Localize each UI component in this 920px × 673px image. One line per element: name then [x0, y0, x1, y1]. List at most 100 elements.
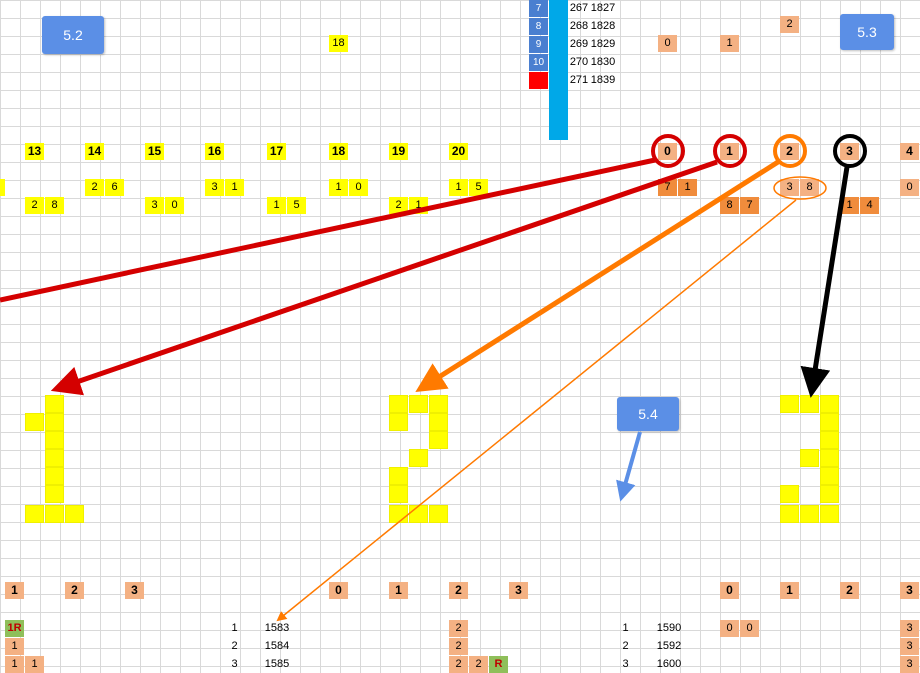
row-number: 1 [5, 582, 24, 599]
table-cell: 0 [720, 620, 739, 637]
header-number: 17 [267, 143, 286, 160]
circle-2 [773, 134, 807, 168]
row-number: 3 [509, 582, 528, 599]
table-cell: 269 [569, 38, 589, 50]
orange-arrow-to-2 [415, 159, 780, 393]
cyan-column-bar [549, 0, 568, 140]
pair-cell: 5 [469, 179, 488, 196]
row-number: 2 [449, 582, 468, 599]
table-cell: 1592 [656, 640, 682, 652]
table-cell: 3 [622, 658, 629, 670]
value-cell: 1 [720, 35, 739, 52]
circled-cell: 1 [720, 143, 739, 160]
circled-cell: 3 [840, 143, 859, 160]
pair-cell: 3 [780, 179, 799, 196]
note-pointer [616, 431, 642, 502]
table-cell: 1590 [656, 622, 682, 634]
pair-cell: 8 [800, 179, 819, 196]
value-cell: 2 [780, 16, 799, 33]
table-cell: 2 [449, 638, 468, 655]
circled-cell: 0 [658, 143, 677, 160]
pair-cell: 0 [349, 179, 368, 196]
row-number: 0 [329, 582, 348, 599]
red-arrow-line [0, 157, 656, 303]
pair-cell: 1 [840, 197, 859, 214]
header-number: 15 [145, 143, 164, 160]
pair-cell: 8 [720, 197, 739, 214]
table-cell: 0 [740, 620, 759, 637]
pair-cell: 2 [25, 197, 44, 214]
pair-cell: 3 [205, 179, 224, 196]
table-cell: 2 [622, 640, 629, 652]
table-cell: 1839 [590, 74, 616, 86]
edge-cell [0, 179, 5, 196]
table-cell: 1830 [590, 56, 616, 68]
blue-index-cell: 7 [529, 0, 548, 17]
pair-cell: 1 [225, 179, 244, 196]
circle-1 [713, 134, 747, 168]
highlight-ellipse [773, 176, 827, 200]
table-cell: 1583 [264, 622, 290, 634]
table-cell: 1828 [590, 20, 616, 32]
table-cell: 3 [900, 620, 919, 637]
tag-cell: 1 [5, 638, 24, 655]
header-number: 14 [85, 143, 104, 160]
pair-cell: 6 [105, 179, 124, 196]
row-number: 2 [840, 582, 859, 599]
pair-cell: 1 [449, 179, 468, 196]
table-cell: 2 [449, 620, 468, 637]
value-cell: 18 [329, 35, 348, 52]
pair-cell: 1 [267, 197, 286, 214]
tag-cell: 1R [5, 620, 24, 637]
value-cell: 4 [900, 143, 919, 160]
table-cell: 267 [569, 2, 589, 14]
table-cell: 3 [900, 638, 919, 655]
black-arrow-to-3 [800, 166, 850, 398]
pair-cell: 5 [287, 197, 306, 214]
red-arrow-to-1 [50, 159, 718, 396]
row-number: 1 [389, 582, 408, 599]
header-number: 19 [389, 143, 408, 160]
table-cell: 1584 [264, 640, 290, 652]
circle-0 [651, 134, 685, 168]
circle-3 [833, 134, 867, 168]
note-5-2[interactable]: 5.2 [42, 16, 104, 54]
note-5-3[interactable]: 5.3 [840, 14, 894, 50]
header-number: 20 [449, 143, 468, 160]
pair-cell: 0 [165, 197, 184, 214]
table-cell: 270 [569, 56, 589, 68]
pair-cell: 8 [45, 197, 64, 214]
blue-index-cell: 10 [529, 54, 548, 71]
value-cell: 0 [658, 35, 677, 52]
pair-cell: 2 [389, 197, 408, 214]
row-number: 2 [65, 582, 84, 599]
header-number: 13 [25, 143, 44, 160]
header-number: 18 [329, 143, 348, 160]
row-number: 3 [900, 582, 919, 599]
thin-orange-arrow [276, 199, 797, 622]
blue-index-cell: 8 [529, 18, 548, 35]
note-5-4[interactable]: 5.4 [617, 397, 679, 431]
table-cell: 268 [569, 20, 589, 32]
pair-cell: 1 [678, 179, 697, 196]
table-cell: 3 [231, 658, 238, 670]
pair-cell: 1 [329, 179, 348, 196]
pair-cell: 7 [740, 197, 759, 214]
pair-cell: 2 [85, 179, 104, 196]
pair-cell: 3 [145, 197, 164, 214]
row-number: 1 [780, 582, 799, 599]
red-marker-cell [529, 72, 548, 89]
row-number: 3 [125, 582, 144, 599]
row-number: 0 [720, 582, 739, 599]
table-cell: 1 [622, 622, 629, 634]
table-cell: 2 [231, 640, 238, 652]
table-cell: 1829 [590, 38, 616, 50]
pair-cell: 4 [860, 197, 879, 214]
table-cell: 1827 [590, 2, 616, 14]
table-cell: 1 [231, 622, 238, 634]
value-cell: 0 [900, 179, 919, 196]
table-cell: 271 [569, 74, 589, 86]
circled-cell: 2 [780, 143, 799, 160]
header-number: 16 [205, 143, 224, 160]
